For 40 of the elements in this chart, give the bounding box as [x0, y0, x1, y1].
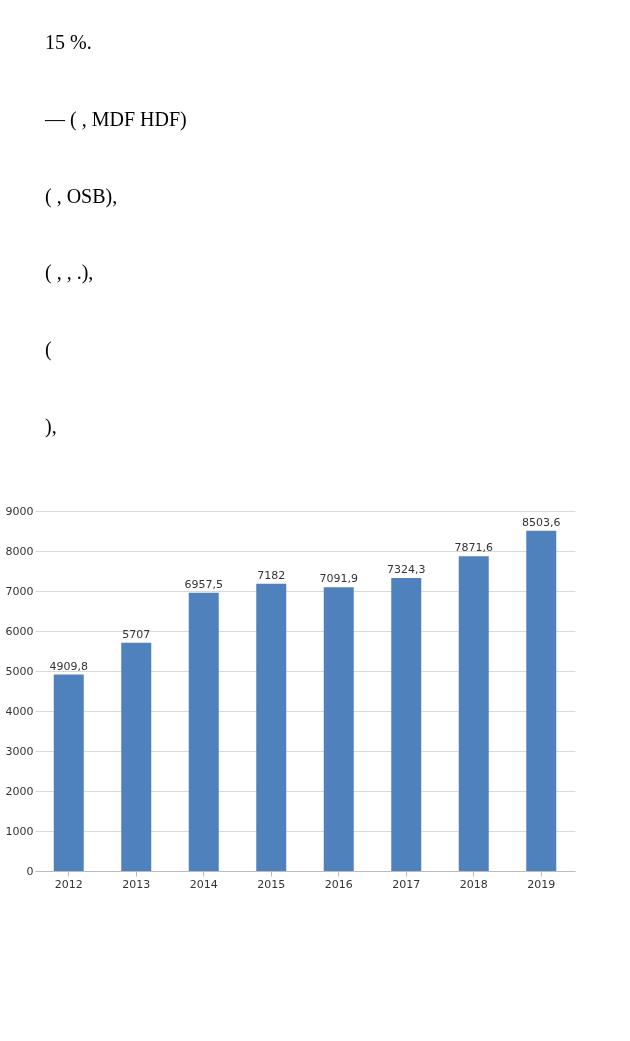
y-tick-label: 8000: [5, 544, 34, 558]
bar: [526, 530, 557, 871]
text: ),: [45, 414, 57, 438]
bar: [256, 583, 287, 871]
data-label: 7091,9: [319, 572, 358, 586]
y-tick-label: 0: [26, 864, 34, 878]
data-label: 8503,6: [522, 515, 561, 529]
x-tick-label: 2014: [189, 877, 218, 891]
text: ( , , .),: [45, 261, 94, 285]
bar: [458, 556, 489, 871]
x-tick-label: 2017: [392, 877, 421, 891]
data-label: 7871,6: [454, 541, 493, 555]
y-tick-label: 6000: [5, 624, 34, 638]
y-tick-label: 1000: [5, 824, 34, 838]
text: (: [45, 338, 52, 361]
y-tick-label: 2000: [5, 784, 34, 798]
x-tick-label: 2019: [527, 877, 556, 891]
data-label: 5707: [122, 627, 151, 641]
bar: [188, 592, 219, 871]
text: — ( , MDF HDF): [44, 108, 187, 131]
x-tick-label: 2018: [459, 877, 488, 891]
y-tick-label: 4000: [5, 704, 34, 718]
data-label: 6957,5: [184, 577, 223, 591]
data-label: 7324,3: [387, 563, 426, 577]
bar: [53, 674, 84, 871]
text: ( , OSB),: [45, 184, 118, 208]
x-tick-label: 2012: [54, 877, 83, 891]
bar: [121, 642, 152, 871]
bar: [391, 578, 422, 871]
data-label: 4909,8: [49, 659, 88, 673]
data-label: 7182: [257, 568, 286, 582]
y-tick-label: 3000: [5, 744, 34, 758]
y-tick-label: 9000: [5, 504, 34, 518]
y-tick-label: 5000: [5, 664, 34, 678]
x-tick-label: 2016: [324, 877, 353, 891]
x-tick-label: 2015: [257, 877, 286, 891]
bar: [323, 587, 354, 871]
y-tick-label: 7000: [5, 584, 34, 598]
text: 15 %.: [45, 31, 92, 54]
x-tick-label: 2013: [122, 877, 151, 891]
